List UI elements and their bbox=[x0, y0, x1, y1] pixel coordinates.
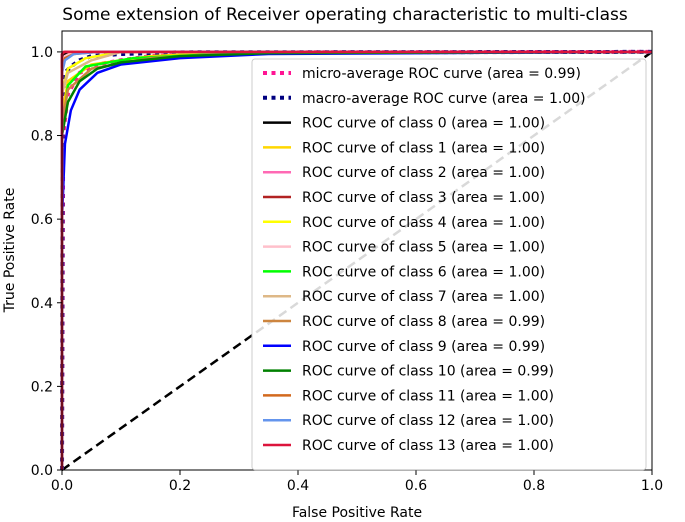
x-tick-label: 0.4 bbox=[287, 478, 309, 494]
legend-label: ROC curve of class 11 (area = 1.00) bbox=[302, 388, 554, 404]
legend-label: ROC curve of class 2 (area = 1.00) bbox=[302, 165, 545, 181]
y-tick-label: 0.8 bbox=[31, 129, 53, 145]
legend-label: ROC curve of class 4 (area = 1.00) bbox=[302, 215, 545, 231]
legend-label: ROC curve of class 7 (area = 1.00) bbox=[302, 289, 545, 305]
x-axis-label: False Positive Rate bbox=[292, 505, 422, 521]
legend-label: ROC curve of class 6 (area = 1.00) bbox=[302, 264, 545, 280]
legend: micro-average ROC curve (area = 0.99) mac… bbox=[251, 58, 647, 471]
y-axis-label: True Positive Rate bbox=[2, 188, 18, 314]
y-tick-label: 0.0 bbox=[31, 463, 53, 479]
x-tick-label: 0.0 bbox=[51, 478, 73, 494]
legend-label: ROC curve of class 8 (area = 0.99) bbox=[302, 314, 545, 330]
legend-label: ROC curve of class 13 (area = 1.00) bbox=[302, 438, 554, 454]
axis-ticks: 0.0 0.2 0.4 0.6 0.8 1.0 0.0 0.2 0.4 0.6 0.8 1.0 bbox=[31, 45, 663, 494]
y-tick-label: 0.2 bbox=[31, 379, 53, 395]
x-tick-label: 0.8 bbox=[523, 478, 545, 494]
x-tick-label: 0.6 bbox=[405, 478, 427, 494]
y-tick-label: 0.6 bbox=[31, 212, 53, 228]
x-tick-label: 1.0 bbox=[641, 478, 663, 494]
legend-label: ROC curve of class 5 (area = 1.00) bbox=[302, 240, 545, 256]
legend-label: ROC curve of class 9 (area = 0.99) bbox=[302, 339, 545, 355]
legend-label: ROC curve of class 1 (area = 1.00) bbox=[302, 140, 545, 156]
roc-series-line-12 bbox=[60, 50, 653, 470]
legend-label: ROC curve of class 10 (area = 0.99) bbox=[302, 364, 554, 380]
y-tick-label: 1.0 bbox=[31, 45, 53, 61]
legend-label: ROC curve of class 3 (area = 1.00) bbox=[302, 190, 545, 206]
y-tick-label: 0.4 bbox=[31, 296, 53, 312]
legend-label: ROC curve of class 0 (area = 1.00) bbox=[302, 116, 545, 132]
chart-title: Some extension of Receiver operating cha… bbox=[62, 5, 628, 25]
legend-label: micro-average ROC curve (area = 0.99) bbox=[302, 66, 581, 82]
x-tick-label: 0.2 bbox=[169, 478, 191, 494]
legend-label: ROC curve of class 12 (area = 1.00) bbox=[302, 413, 554, 429]
legend-box bbox=[251, 58, 647, 471]
legend-label: macro-average ROC curve (area = 1.00) bbox=[302, 91, 586, 107]
roc-series-line-11 bbox=[60, 50, 653, 470]
